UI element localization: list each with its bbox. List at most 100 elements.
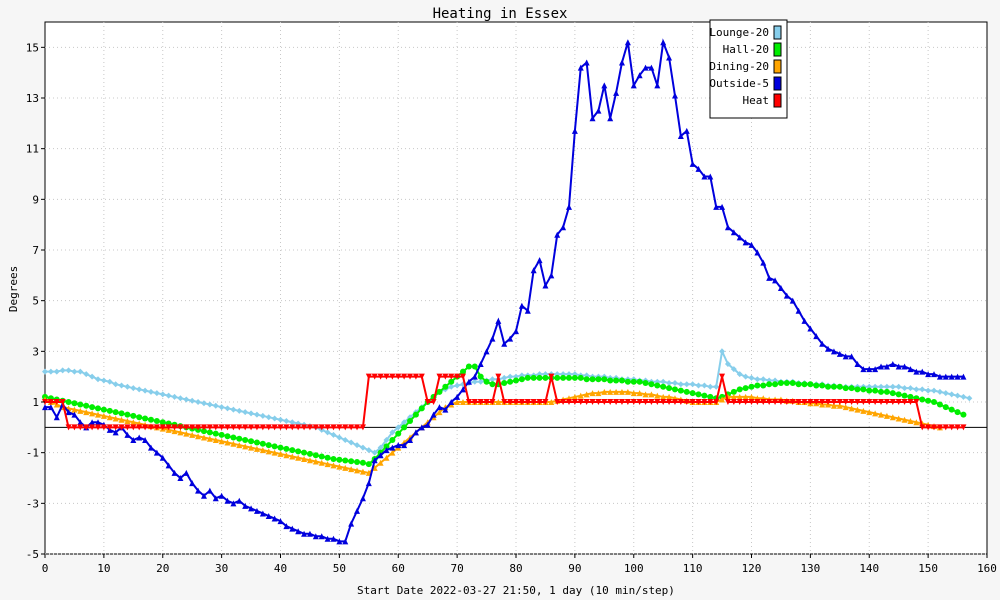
data-point (424, 421, 431, 428)
legend-swatch (773, 93, 782, 108)
data-point (283, 523, 290, 530)
data-point (842, 385, 849, 392)
data-point (742, 373, 749, 380)
data-point (842, 399, 849, 405)
data-point (795, 381, 802, 388)
data-point (789, 380, 796, 386)
data-point (542, 399, 549, 405)
data-point (748, 374, 755, 381)
data-point (671, 380, 678, 386)
data-point (236, 435, 243, 442)
data-point (736, 399, 743, 405)
data-point (454, 382, 461, 389)
data-point (206, 429, 213, 436)
data-point (265, 513, 272, 519)
data-point (789, 297, 796, 304)
data-point (106, 414, 113, 421)
data-point (118, 382, 125, 389)
x-tick-label: 90 (568, 562, 581, 575)
data-point (901, 363, 908, 370)
data-point (695, 391, 702, 398)
data-point (766, 274, 773, 281)
data-point (795, 307, 802, 314)
y-tick-label: 13 (26, 92, 39, 105)
data-point (230, 440, 237, 447)
data-point (336, 538, 343, 545)
data-point (230, 424, 237, 431)
data-point (383, 437, 390, 443)
data-point (112, 429, 119, 436)
data-point (701, 392, 708, 399)
data-point (94, 411, 101, 418)
x-tick-label: 80 (509, 562, 522, 575)
data-point (618, 377, 625, 384)
data-point (448, 373, 455, 380)
data-point (124, 418, 131, 424)
data-point (960, 373, 967, 380)
legend-swatch (773, 76, 782, 91)
data-point (94, 405, 101, 412)
data-point (195, 487, 202, 494)
data-point (430, 411, 437, 418)
data-point (583, 391, 590, 398)
data-point (89, 404, 96, 411)
data-point (878, 411, 885, 418)
data-point (389, 449, 396, 456)
data-point (872, 387, 879, 394)
data-point (165, 462, 172, 469)
data-point (577, 392, 584, 399)
data-point (271, 424, 278, 431)
data-point (654, 399, 661, 405)
data-point (730, 388, 737, 395)
data-point (848, 399, 855, 405)
data-point (565, 399, 572, 405)
data-point (666, 54, 673, 61)
data-point (483, 399, 490, 405)
data-point (224, 433, 231, 440)
data-point (501, 399, 508, 405)
data-point (100, 406, 107, 413)
data-point (248, 410, 255, 417)
data-point (819, 382, 826, 389)
data-point (77, 419, 84, 426)
data-point (265, 424, 272, 431)
data-point (942, 390, 949, 397)
data-point (695, 382, 702, 389)
legend-swatch (773, 42, 782, 57)
data-point (571, 393, 578, 400)
data-point (189, 480, 196, 487)
data-point (677, 399, 684, 405)
data-point (495, 317, 502, 324)
data-point (489, 381, 496, 388)
x-tick-label: 10 (97, 562, 110, 575)
data-point (318, 459, 325, 466)
data-point (265, 448, 272, 455)
data-point (89, 419, 96, 426)
data-point (283, 424, 290, 431)
data-point (613, 377, 620, 384)
data-point (136, 386, 143, 393)
data-point (754, 249, 761, 256)
data-point (354, 424, 361, 431)
data-point (277, 444, 284, 451)
data-point (242, 443, 249, 450)
data-point (224, 424, 231, 431)
data-point (854, 399, 861, 405)
data-point (365, 480, 372, 487)
data-point (283, 452, 290, 459)
data-point (772, 399, 779, 405)
data-point (242, 502, 249, 509)
data-point (118, 410, 125, 417)
data-point (460, 399, 467, 405)
data-point (71, 424, 78, 431)
data-point (801, 381, 808, 388)
data-point (153, 390, 160, 397)
data-point (112, 409, 119, 416)
data-point (960, 411, 967, 418)
data-point (253, 439, 260, 446)
data-point (83, 402, 90, 409)
y-tick-label: 15 (26, 41, 39, 54)
data-point (94, 419, 101, 426)
data-point (919, 396, 926, 403)
